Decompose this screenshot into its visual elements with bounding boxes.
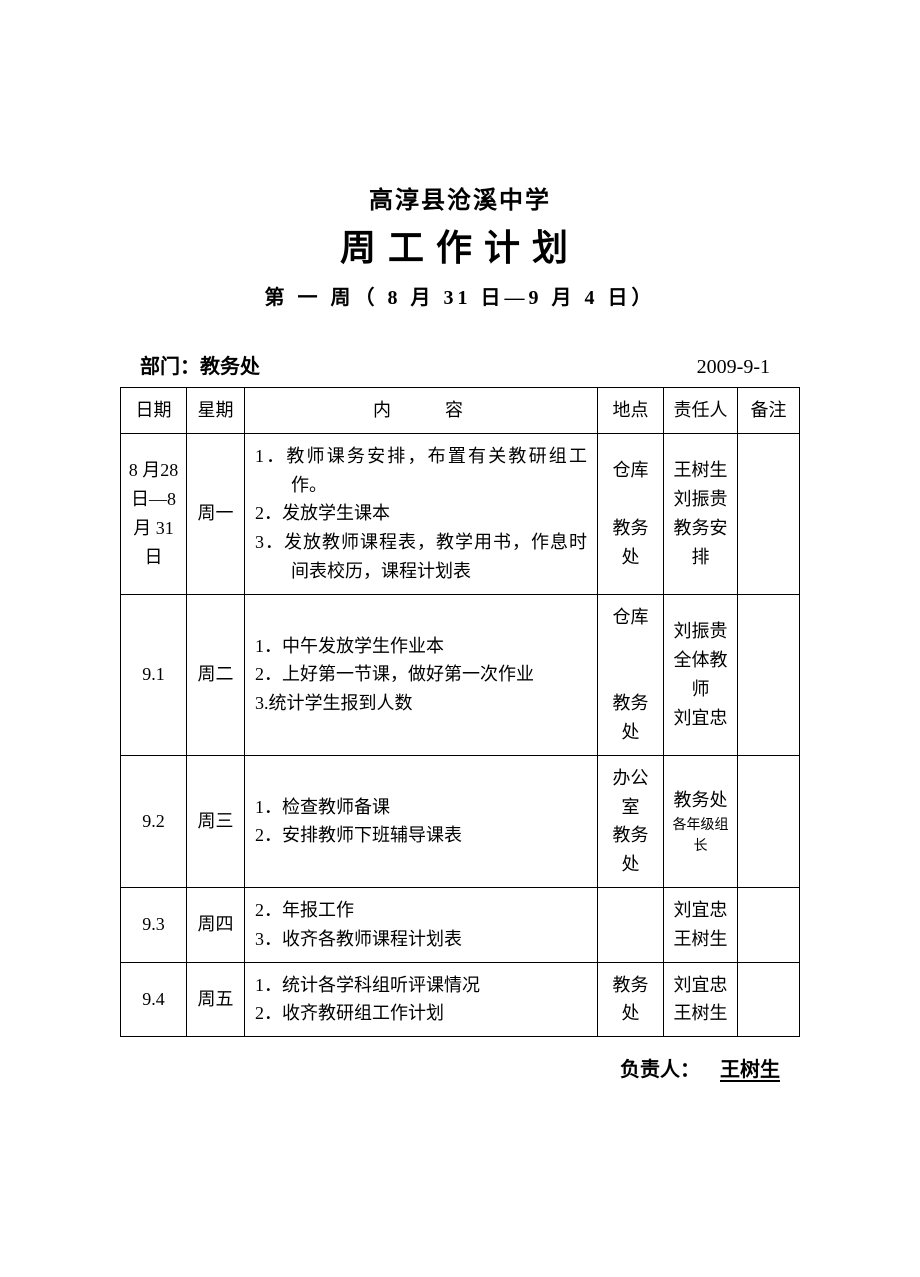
- cell-date: 9.3: [121, 887, 187, 962]
- table-row: 8 月28 日—8月 31日周一1．教师课务安排，布置有关教研组工作。2．发放学…: [121, 433, 800, 594]
- cell-content: 1．中午发放学生作业本2．上好第一节课，做好第一次作业3.统计学生报到人数: [245, 594, 598, 755]
- cell-note: [738, 594, 800, 755]
- work-plan-table: 日期 星期 内容 地点 责任人 备注 8 月28 日—8月 31日周一1．教师课…: [120, 387, 800, 1037]
- cell-day: 周三: [187, 755, 245, 887]
- cell-person: 刘宜忠 王树生: [664, 962, 738, 1037]
- cell-content: 1．教师课务安排，布置有关教研组工作。2．发放学生课本3．发放教师课程表，教学用…: [245, 433, 598, 594]
- school-name: 高淳县沧溪中学: [120, 180, 800, 215]
- dept-value: 教务处: [200, 356, 260, 378]
- content-item: 3．发放教师课程表，教学用书，作息时间表校历，课程计划表: [255, 528, 587, 586]
- table-header-row: 日期 星期 内容 地点 责任人 备注: [121, 388, 800, 434]
- col-header-day: 星期: [187, 388, 245, 434]
- table-row: 9.1周二1．中午发放学生作业本2．上好第一节课，做好第一次作业3.统计学生报到…: [121, 594, 800, 755]
- cell-date: 9.4: [121, 962, 187, 1037]
- document-header: 高淳县沧溪中学 周工作计划 第 一 周（ 8 月 31 日—9 月 4 日）: [120, 180, 800, 310]
- cell-note: [738, 755, 800, 887]
- col-header-place: 地点: [598, 388, 664, 434]
- cell-content: 2．年报工作3．收齐各教师课程计划表: [245, 887, 598, 962]
- content-item: 1．中午发放学生作业本: [255, 632, 587, 661]
- content-item: 1．检查教师备课: [255, 793, 587, 822]
- footer-name: 王树生: [700, 1053, 780, 1082]
- table-row: 9.2周三1．检查教师备课2．安排教师下班辅导课表办公室 教务处教务处各年级组长: [121, 755, 800, 887]
- content-item: 2．年报工作: [255, 896, 587, 925]
- col-header-date: 日期: [121, 388, 187, 434]
- table-row: 9.4周五1．统计各学科组听评课情况2．收齐教研组工作计划教务处刘宜忠 王树生: [121, 962, 800, 1037]
- week-range: 第 一 周（ 8 月 31 日—9 月 4 日）: [120, 281, 800, 310]
- cell-note: [738, 433, 800, 594]
- content-item: 2．发放学生课本: [255, 499, 587, 528]
- cell-date: 9.1: [121, 594, 187, 755]
- col-header-content: 内容: [245, 388, 598, 434]
- cell-note: [738, 962, 800, 1037]
- content-item: 2．上好第一节课，做好第一次作业: [255, 660, 587, 689]
- cell-place: 教务处: [598, 962, 664, 1037]
- col-header-note: 备注: [738, 388, 800, 434]
- dept-label: 部门：: [140, 356, 200, 378]
- department: 部门：教务处: [140, 350, 260, 379]
- cell-place: 办公室 教务处: [598, 755, 664, 887]
- cell-note: [738, 887, 800, 962]
- col-header-person: 责任人: [664, 388, 738, 434]
- footer: 负责人：王树生: [120, 1053, 780, 1082]
- content-item: 3．收齐各教师课程计划表: [255, 925, 587, 954]
- cell-day: 周五: [187, 962, 245, 1037]
- content-item: 3.统计学生报到人数: [255, 689, 587, 718]
- footer-label: 负责人：: [620, 1059, 700, 1081]
- meta-row: 部门：教务处 2009-9-1: [140, 350, 800, 379]
- content-item: 2．安排教师下班辅导课表: [255, 821, 587, 850]
- cell-person: 刘振贵 全体教师 刘宜忠: [664, 594, 738, 755]
- cell-person-small: 各年级组长: [670, 815, 731, 857]
- cell-place: 仓库 教务处: [598, 594, 664, 755]
- table-row: 9.3周四2．年报工作3．收齐各教师课程计划表刘宜忠 王树生: [121, 887, 800, 962]
- cell-day: 周一: [187, 433, 245, 594]
- content-item: 1．统计各学科组听评课情况: [255, 971, 587, 1000]
- cell-place: [598, 887, 664, 962]
- cell-day: 周二: [187, 594, 245, 755]
- cell-person: 王树生 刘振贵 教务安排: [664, 433, 738, 594]
- cell-place: 仓库 教务处: [598, 433, 664, 594]
- document-title: 周工作计划: [120, 219, 800, 271]
- date-issued: 2009-9-1: [697, 356, 770, 379]
- cell-content: 1．统计各学科组听评课情况2．收齐教研组工作计划: [245, 962, 598, 1037]
- cell-person: 教务处各年级组长: [664, 755, 738, 887]
- cell-person: 刘宜忠 王树生: [664, 887, 738, 962]
- table-body: 8 月28 日—8月 31日周一1．教师课务安排，布置有关教研组工作。2．发放学…: [121, 433, 800, 1036]
- content-item: 1．教师课务安排，布置有关教研组工作。: [255, 442, 587, 500]
- cell-date: 9.2: [121, 755, 187, 887]
- content-item: 2．收齐教研组工作计划: [255, 999, 587, 1028]
- cell-day: 周四: [187, 887, 245, 962]
- cell-date: 8 月28 日—8月 31日: [121, 433, 187, 594]
- cell-content: 1．检查教师备课2．安排教师下班辅导课表: [245, 755, 598, 887]
